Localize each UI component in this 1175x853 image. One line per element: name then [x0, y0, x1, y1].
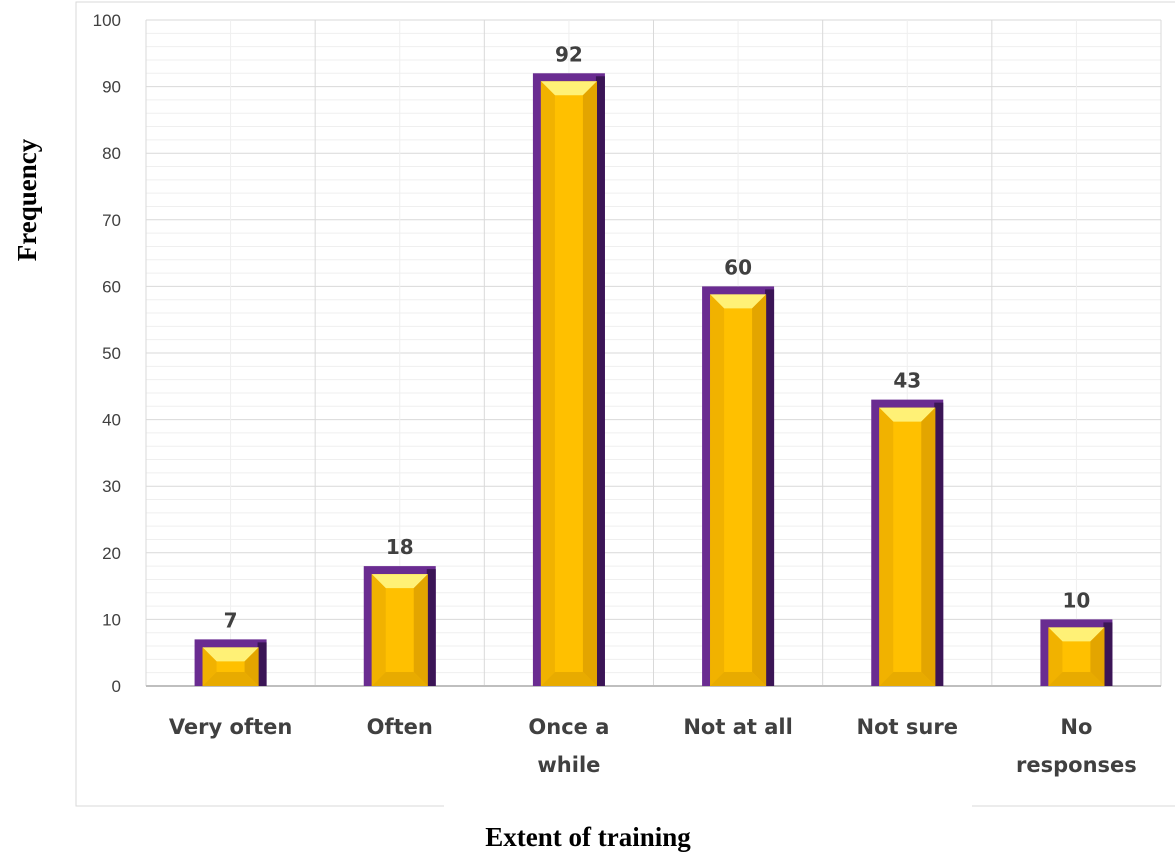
bar-shadow [934, 402, 944, 686]
bar-shadow [595, 76, 605, 686]
bars [194, 73, 1113, 686]
bar-bevel-top [202, 647, 259, 662]
bar [194, 639, 267, 686]
y-tick-label: 30 [102, 477, 121, 496]
category-label: responses [1016, 753, 1137, 777]
bar-bevel-bottom [202, 672, 259, 686]
bar-bevel-right [413, 574, 428, 686]
bar-bevel-right [752, 294, 767, 686]
chart-frame [75, 1, 1175, 807]
bar-bevel-top [710, 294, 767, 309]
category-label: Very often [169, 715, 293, 739]
y-tick-label: 60 [102, 277, 121, 296]
bar-bevel-top [371, 574, 428, 589]
y-tick-label: 90 [102, 78, 121, 97]
frame-left [75, 1, 1175, 807]
bar-bevel-bottom [540, 672, 597, 686]
y-tick-labels: 0 10 20 30 40 50 60 70 80 90 100 [93, 11, 121, 696]
category-label: Not at all [683, 715, 792, 739]
bar-bevel-left [540, 81, 555, 686]
y-tick-label: 10 [102, 610, 121, 629]
gridlines [145, 19, 1162, 687]
data-label: 92 [555, 42, 583, 66]
data-labels: 7 18 92 60 43 10 [224, 42, 1091, 632]
bar-bevel-top [879, 407, 936, 422]
bar-shadow [1103, 622, 1113, 686]
bar-bevel-bottom [710, 672, 767, 686]
bar-bevel-bottom [879, 672, 936, 686]
data-label: 18 [386, 535, 414, 559]
category-label: while [537, 753, 600, 777]
bar [363, 566, 436, 686]
y-tick-label: 50 [102, 344, 121, 363]
data-label: 43 [893, 369, 921, 393]
data-label: 10 [1062, 588, 1090, 612]
y-tick-label: 0 [112, 677, 121, 696]
y-tick-label: 100 [93, 11, 121, 30]
data-label: 7 [224, 608, 238, 632]
bar-bevel-top [540, 81, 597, 96]
bar-bevel-right [1090, 627, 1105, 686]
bar [871, 399, 944, 686]
bar-bevel-bottom [371, 672, 428, 686]
bar-shadow [257, 642, 267, 686]
bar-bevel-right [244, 647, 259, 686]
bar-bevel-right [582, 81, 597, 686]
bar-bevel-left [879, 407, 894, 686]
bar-shadow [765, 289, 775, 686]
y-axis-title: Frequency [12, 138, 42, 261]
category-label: Once a [528, 715, 609, 739]
bar-bevel-top [1048, 627, 1105, 642]
bar-bevel-left [202, 647, 217, 686]
bar [532, 73, 605, 686]
bar-bevel-left [1048, 627, 1063, 686]
data-label: 60 [724, 255, 752, 279]
bar-shadow [426, 569, 436, 686]
y-tick-label: 20 [102, 544, 121, 563]
bar-bevel-left [710, 294, 725, 686]
y-tick-label: 80 [102, 144, 121, 163]
category-label: Not sure [857, 715, 958, 739]
category-label: Often [367, 715, 433, 739]
bar-bevel-right [921, 407, 936, 686]
y-tick-label: 40 [102, 411, 121, 430]
bar [1040, 619, 1113, 686]
y-tick-label: 70 [102, 211, 121, 230]
bar-bevel-left [371, 574, 386, 686]
bar [702, 286, 775, 686]
bar-bevel-bottom [1048, 672, 1105, 686]
x-axis-title: Extent of training [485, 822, 691, 852]
category-label: No [1060, 715, 1092, 739]
category-labels: Very often Often Once a while Not at all Not … [169, 715, 1137, 777]
